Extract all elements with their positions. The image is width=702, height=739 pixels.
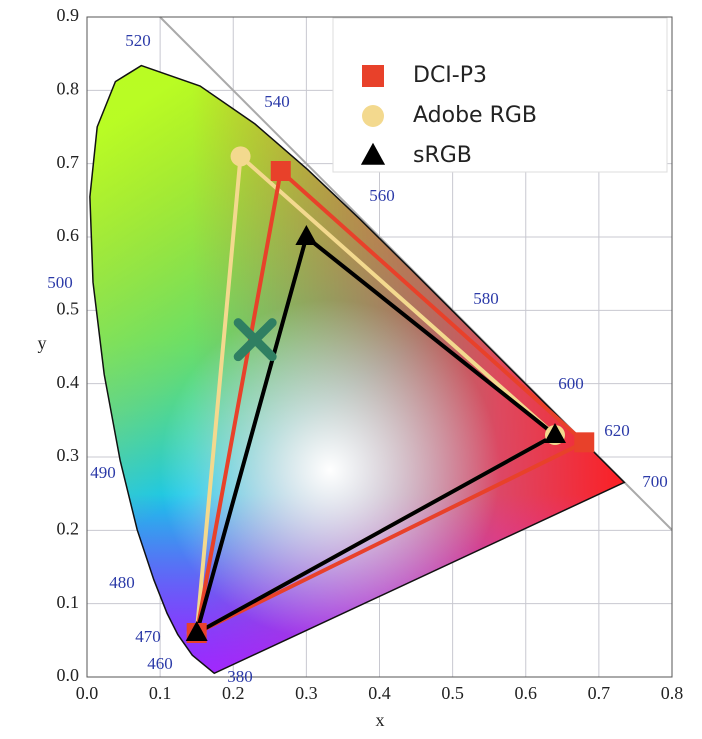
y-tick-label: 0.6 <box>57 225 80 245</box>
legend-label: Adobe RGB <box>413 103 537 128</box>
wavelength-label: 540 <box>264 92 290 111</box>
marker <box>360 142 386 165</box>
wavelength-label: 470 <box>135 627 161 646</box>
legend-box <box>332 17 668 173</box>
wavelength-label: 460 <box>147 654 173 673</box>
x-tick-label: 0.3 <box>295 683 318 703</box>
marker <box>544 423 566 443</box>
wavelength-label: 620 <box>604 421 630 440</box>
legend-label: sRGB <box>413 143 472 168</box>
point-marker <box>233 318 277 362</box>
legend: DCI-P3 Adobe RGB sRGB <box>332 17 668 173</box>
wavelength-label: 560 <box>369 186 395 205</box>
wavelength-label: 520 <box>125 31 151 50</box>
legend-label: DCI-P3 <box>413 63 487 88</box>
x-tick-label: 0.8 <box>661 683 684 703</box>
marker <box>185 621 208 641</box>
x-tick-label: 0.0 <box>76 683 99 703</box>
wavelength-label: 490 <box>90 463 116 482</box>
y-tick-label: 0.3 <box>57 445 80 465</box>
y-tick-label: 0.0 <box>57 665 80 685</box>
marker <box>295 225 318 245</box>
spectral-locus <box>89 64 626 675</box>
x-tick-label: 0.6 <box>515 683 538 703</box>
x-tick-label: 0.7 <box>588 683 611 703</box>
marker <box>230 146 251 167</box>
y-tick-label: 0.9 <box>57 5 80 25</box>
y-axis-label: y <box>38 333 47 353</box>
y-tick-label: 0.5 <box>57 298 80 318</box>
y-tick-label: 0.4 <box>57 372 80 392</box>
gamut-triangle <box>194 235 557 635</box>
wavelength-label: 380 <box>227 667 253 686</box>
wavelength-label: 700 <box>642 472 668 491</box>
x-axis-label: x <box>376 710 385 730</box>
y-tick-label: 0.7 <box>57 152 80 172</box>
x-tick-label: 0.2 <box>222 683 245 703</box>
marker <box>574 432 595 453</box>
wavelength-label: 580 <box>473 289 499 308</box>
wavelength-label: 500 <box>47 273 73 292</box>
plot-frame <box>86 16 673 678</box>
y-tick-label: 0.2 <box>57 518 80 538</box>
x-tick-label: 0.4 <box>368 683 391 703</box>
gamut-triangle <box>194 169 587 635</box>
marker <box>270 161 291 181</box>
x-tick-label: 0.5 <box>441 683 464 703</box>
marker <box>362 105 384 127</box>
y-tick-label: 0.1 <box>57 592 80 612</box>
wavelength-label: 480 <box>109 573 135 592</box>
wavelength-label: 600 <box>558 374 584 393</box>
y-tick-label: 0.8 <box>57 78 80 98</box>
marker <box>362 65 384 87</box>
x-tick-label: 0.1 <box>149 683 172 703</box>
gamuts <box>185 146 595 643</box>
